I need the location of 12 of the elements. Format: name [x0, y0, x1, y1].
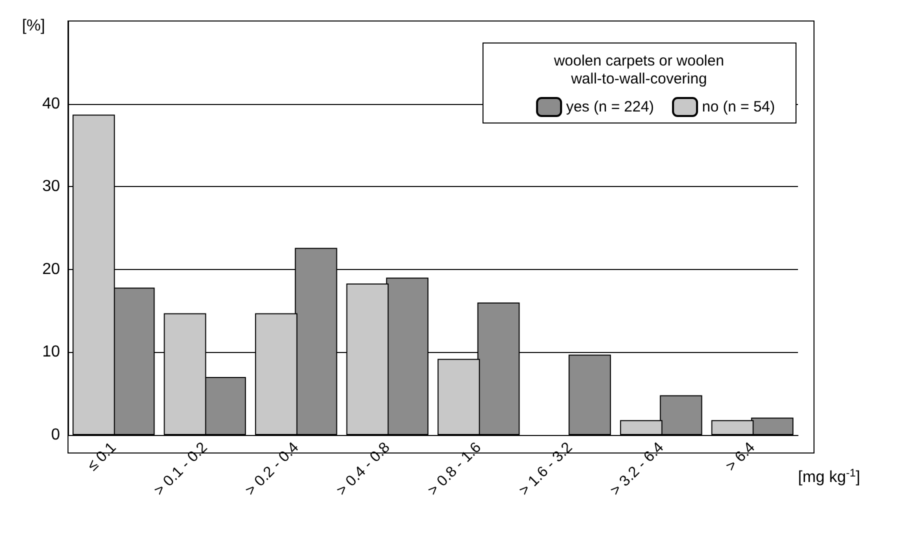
x-tick-label: > 6.4: [722, 438, 758, 475]
y-tick-label: 0: [51, 426, 60, 444]
legend-title: woolen carpets or woolen wall-to-wall-covering: [552, 52, 724, 88]
legend-label: yes (n = 224): [566, 98, 654, 116]
y-tick-label: 30: [42, 178, 60, 196]
x-tick-label: > 0.8 - 1.6: [424, 438, 485, 500]
legend-label: no (n = 54): [702, 98, 776, 116]
y-tick-label: 10: [42, 344, 60, 361]
x-tick-label: > 3.2 - 6.4: [607, 438, 668, 500]
y-tick-label: 20: [42, 260, 60, 278]
y-axis-title: [%]: [22, 18, 46, 34]
y-tick-label: 40: [42, 95, 60, 112]
